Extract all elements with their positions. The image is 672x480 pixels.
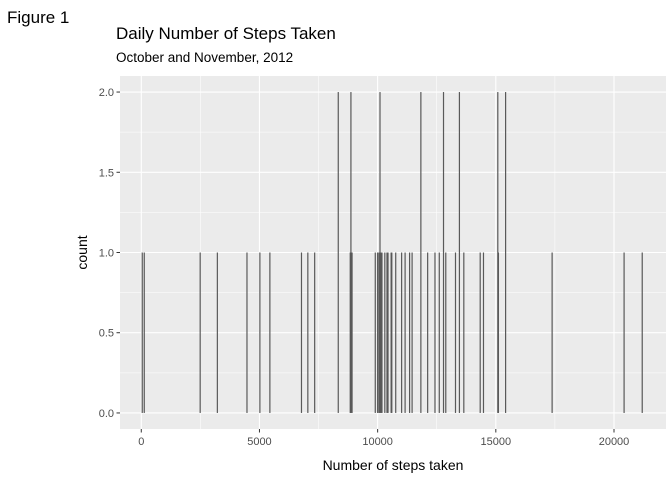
x-axis-ticks: 0 5000 10000 15000 20000 xyxy=(138,429,629,448)
histogram-bar xyxy=(384,252,386,413)
histogram-bar xyxy=(349,252,351,413)
histogram-bar xyxy=(386,252,388,413)
histogram-bar xyxy=(497,92,499,413)
x-tick-label: 10000 xyxy=(362,436,393,448)
chart-title: Daily Number of Steps Taken xyxy=(116,24,336,43)
bars xyxy=(141,92,643,413)
histogram-bar xyxy=(442,92,445,413)
grid-minor xyxy=(120,76,666,429)
histogram-bar xyxy=(458,92,461,413)
x-tick-label: 5000 xyxy=(247,436,271,448)
histogram-bar xyxy=(390,252,392,413)
histogram-bar xyxy=(411,252,413,413)
histogram-bar xyxy=(377,252,379,413)
histogram-bar xyxy=(246,252,248,413)
histogram-bar xyxy=(391,252,393,413)
histogram-bar xyxy=(395,252,397,413)
y-axis-ticks: 0.0 0.5 1.0 1.5 2.0 xyxy=(99,87,120,420)
histogram-bar xyxy=(479,252,481,413)
chart-subtitle: October and November, 2012 xyxy=(116,50,294,65)
histogram-bar xyxy=(463,252,465,413)
histogram-bar xyxy=(314,252,316,413)
y-tick-label: 1.5 xyxy=(99,167,114,179)
histogram-bar xyxy=(141,252,143,413)
histogram-bar xyxy=(641,252,643,413)
histogram-bar xyxy=(434,252,436,413)
y-tick-label: 1.0 xyxy=(99,248,114,260)
y-tick-label: 0.5 xyxy=(99,328,114,340)
histogram-bar xyxy=(420,92,422,413)
histogram-bar xyxy=(216,252,218,413)
x-tick-label: 0 xyxy=(138,436,144,448)
histogram-bar xyxy=(379,92,381,413)
histogram-bar xyxy=(300,252,303,413)
histogram-bar xyxy=(387,252,389,413)
y-tick-label: 0.0 xyxy=(99,408,114,420)
histogram-bar xyxy=(445,252,447,413)
histogram-bar xyxy=(401,252,403,413)
histogram-bar xyxy=(404,252,406,413)
histogram-bar xyxy=(378,252,380,413)
histogram-bar xyxy=(623,252,625,413)
histogram-bar xyxy=(337,92,339,413)
x-tick-label: 20000 xyxy=(599,436,630,448)
histogram-bar xyxy=(497,252,500,413)
histogram-bar xyxy=(351,252,353,413)
histogram-bar xyxy=(438,252,440,413)
x-axis-title: Number of steps taken xyxy=(323,457,464,473)
histogram-bar xyxy=(482,252,485,413)
histogram-bar xyxy=(269,252,271,413)
y-tick-label: 2.0 xyxy=(99,87,114,99)
histogram-bar xyxy=(454,252,457,413)
histogram-bar xyxy=(307,252,309,413)
histogram-bar xyxy=(408,252,411,413)
figure-label: Figure 1 xyxy=(7,8,70,27)
x-tick-label: 15000 xyxy=(481,436,512,448)
histogram-bar xyxy=(381,252,383,413)
histogram-bar xyxy=(505,92,507,413)
histogram-bar xyxy=(427,252,429,413)
histogram-bar xyxy=(259,252,261,413)
histogram-bar xyxy=(374,252,376,413)
histogram-bar xyxy=(199,252,201,413)
histogram-bar xyxy=(350,92,352,413)
y-axis-title: count xyxy=(74,235,90,269)
histogram-bar xyxy=(143,252,145,413)
histogram-bar xyxy=(380,252,382,413)
histogram-bar xyxy=(551,252,553,413)
